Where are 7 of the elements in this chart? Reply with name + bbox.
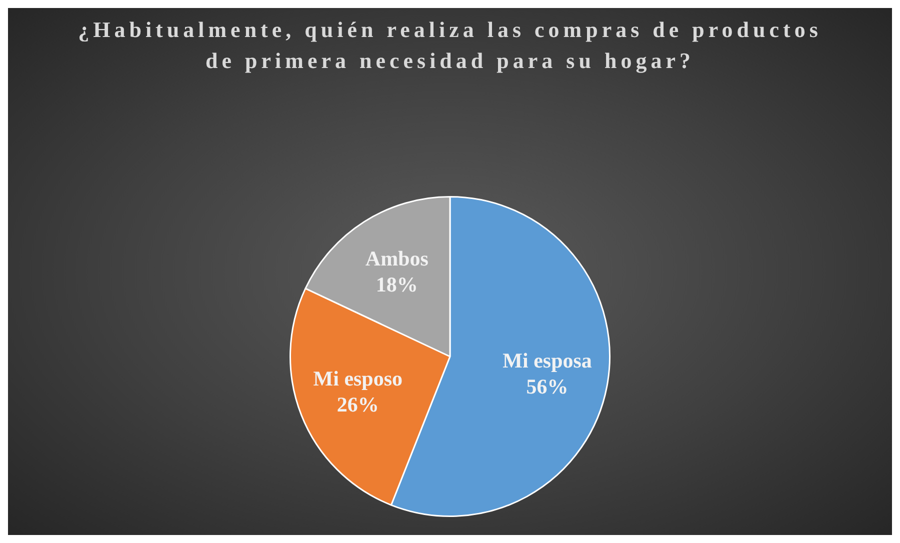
- slice-label: Ambos: [365, 246, 428, 270]
- chart-title: ¿Habitualmente, quién realiza las compras de productos de primera necesidad para su hogar?: [77, 16, 823, 75]
- slice-label: Mi esposo: [313, 366, 403, 390]
- slice-label: Mi esposa: [502, 348, 592, 372]
- data-label: 18%: [376, 272, 418, 296]
- data-label: 26%: [336, 392, 379, 416]
- data-label: 56%: [526, 374, 568, 398]
